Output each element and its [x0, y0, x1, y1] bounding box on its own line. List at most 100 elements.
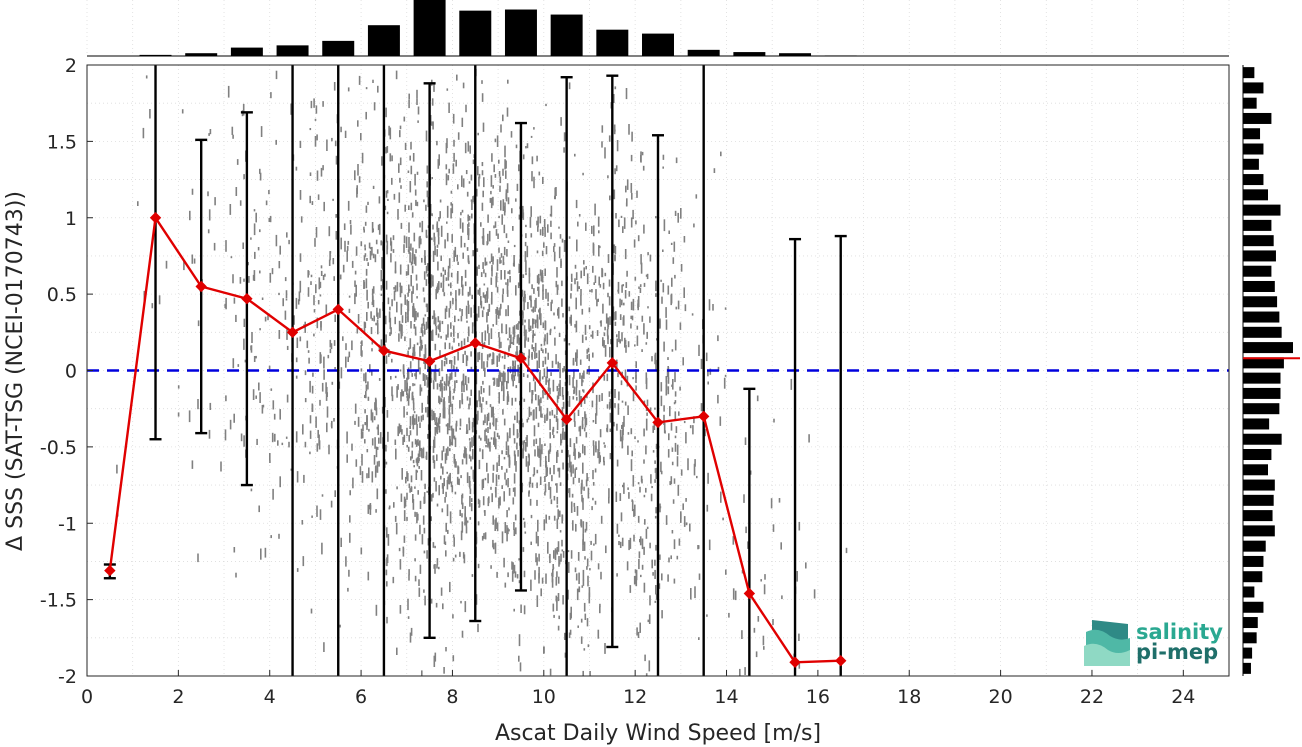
right-hist-bar: [1243, 540, 1266, 552]
x-tick-label: 18: [897, 686, 921, 708]
mean-point: [652, 416, 664, 429]
top-hist-bar: [185, 53, 218, 56]
mean-point: [149, 212, 162, 224]
right-hist-bar: [1243, 265, 1272, 277]
right-hist-bar: [1243, 510, 1273, 522]
right-hist-bar: [1243, 372, 1281, 384]
top-hist-bar: [459, 10, 492, 57]
y-tick-label: -0.5: [40, 437, 77, 459]
right-hist-bar: [1243, 143, 1264, 155]
mean-point: [241, 293, 253, 305]
right-hist-bar: [1243, 112, 1272, 124]
mean-series: [104, 212, 847, 668]
salinity-pimep-logo: salinity pi-mep: [1084, 620, 1223, 666]
right-hist-bar: [1243, 204, 1281, 216]
right-hist-bar: [1243, 494, 1274, 506]
right-hist-bar: [1243, 357, 1284, 369]
top-hist-bar: [367, 25, 400, 56]
mean-point: [378, 344, 390, 357]
right-hist-bar: [1243, 449, 1272, 461]
x-tick-label: 14: [714, 686, 738, 708]
right-hist-bar: [1243, 586, 1255, 598]
right-hist-bar: [1243, 571, 1263, 583]
top-hist-bar: [413, 0, 446, 56]
wave-logo-icon: [1084, 620, 1130, 666]
y-tick-label: -1.5: [40, 590, 77, 612]
right-hist-bar: [1243, 525, 1275, 537]
mean-point: [423, 355, 436, 368]
mean-point: [332, 303, 344, 316]
right-hist-bar: [1243, 479, 1275, 491]
mean-point: [560, 413, 573, 426]
right-hist-bar: [1243, 97, 1257, 109]
mean-point: [515, 352, 527, 364]
top-hist-bar: [322, 40, 355, 56]
x-tick-label: 22: [1080, 686, 1104, 708]
y-tick-label: -2: [58, 666, 77, 688]
right-hist-bar: [1243, 326, 1282, 338]
top-hist-bar: [824, 55, 857, 56]
mean-point: [606, 357, 619, 369]
right-hist-bar: [1243, 647, 1253, 659]
x-tick-label: 24: [1171, 686, 1195, 708]
right-hist-bar: [1243, 387, 1281, 399]
top-hist-bar: [230, 47, 263, 56]
top-hist-bar: [596, 29, 629, 56]
right-hist-bar: [1243, 82, 1264, 94]
right-hist-bar: [1243, 433, 1282, 445]
right-hist-bar: [1243, 280, 1275, 292]
right-hist-bar: [1243, 555, 1264, 567]
top-hist-bar: [642, 33, 674, 56]
x-tick-label: 6: [355, 686, 367, 708]
x-tick-label: 8: [446, 686, 458, 708]
right-hist-bar: [1243, 601, 1264, 613]
x-tick-label: 20: [989, 686, 1013, 708]
mean-point: [286, 326, 299, 339]
logo-line-2: pi-mep: [1136, 640, 1218, 664]
y-tick-label: -1: [58, 513, 77, 535]
right-hist-bar: [1243, 174, 1264, 186]
scatter-points: [116, 68, 848, 676]
mean-point: [195, 280, 207, 293]
right-hist-bar: [1243, 128, 1261, 140]
top-hist-bar: [733, 52, 766, 56]
right-hist-bar: [1243, 158, 1259, 170]
x-tick-label: 12: [623, 686, 647, 708]
y-tick-label: 0: [65, 361, 77, 383]
right-hist-bar: [1243, 219, 1272, 231]
x-tick-label: 0: [81, 686, 93, 708]
x-tick-label: 2: [172, 686, 184, 708]
x-tick-label: 10: [532, 686, 556, 708]
right-hist-bar: [1243, 632, 1257, 644]
right-hist-bar: [1243, 418, 1270, 430]
right-hist-bar: [1243, 235, 1274, 247]
mean-point: [743, 587, 756, 600]
right-hist-bar: [1243, 342, 1293, 354]
top-hist-bar: [139, 54, 172, 56]
y-tick-label: 2: [65, 55, 77, 77]
right-hist-bar: [1243, 296, 1278, 308]
top-hist-bar: [779, 53, 812, 56]
tick-labels: 0 2 4 6 8 10 12 14 16 18 20 22 2421.510.50-0.5-1-1.5…: [40, 55, 1195, 708]
mean-point: [469, 337, 481, 349]
right-hist-bar: [1243, 67, 1255, 79]
right-hist-bar: [1243, 189, 1268, 201]
top-hist-bar: [687, 49, 720, 56]
mean-point: [104, 564, 116, 577]
y-tick-label: 0.5: [47, 284, 77, 306]
x-tick-label: 4: [264, 686, 276, 708]
y-tick-label: 1.5: [47, 131, 77, 153]
y-axis-title: Δ SSS (SAT-TSG (NCEI-0170743)): [3, 191, 28, 551]
logo-line-1: salinity: [1136, 620, 1223, 644]
right-hist-bar: [1243, 250, 1276, 262]
right-histogram: [1242, 65, 1300, 676]
top-hist-bar: [276, 45, 309, 56]
mean-point: [697, 410, 710, 423]
right-hist-bar: [1243, 311, 1280, 323]
top-hist-bar: [504, 9, 537, 56]
x-axis-title: Ascat Daily Wind Speed [m/s]: [495, 721, 821, 746]
right-hist-bar: [1243, 617, 1258, 629]
mean-point: [835, 655, 847, 667]
right-hist-bar: [1243, 464, 1268, 476]
